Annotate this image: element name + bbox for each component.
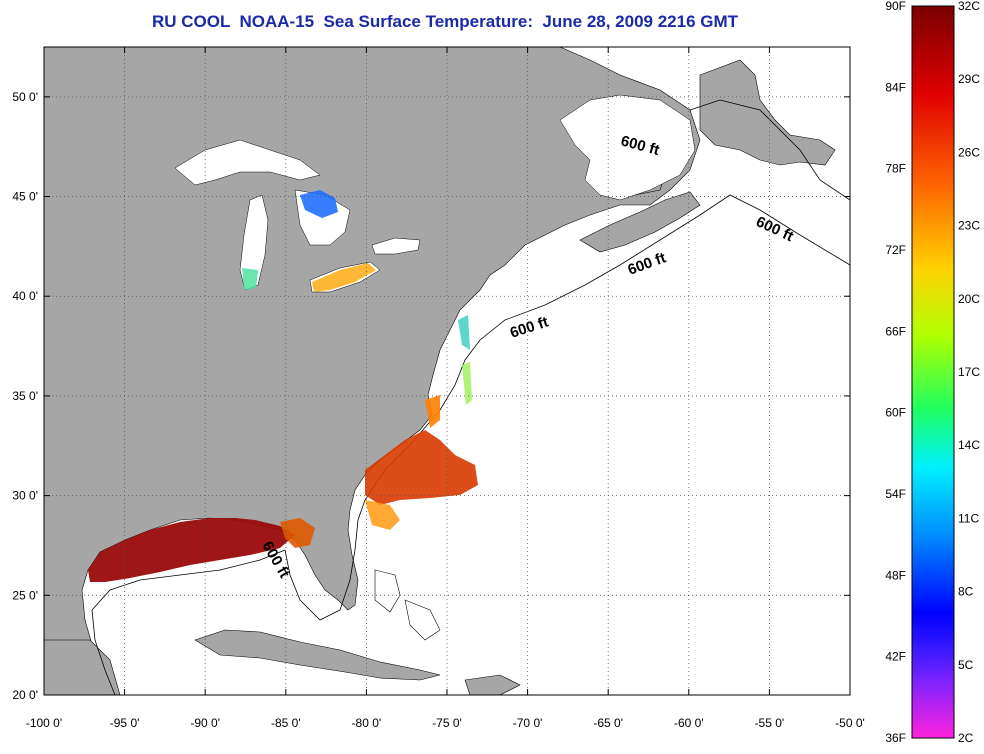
sst-lake-erie (312, 263, 376, 292)
longitude-label: -85 0' (271, 716, 301, 730)
colorbar-c-label: 32C (958, 0, 980, 13)
colorbar-c-label: 23C (958, 219, 980, 233)
longitude-label: -75 0' (432, 716, 462, 730)
colorbar-c-label: 11C (958, 511, 979, 525)
colorbar-f-label: 36F (885, 731, 906, 745)
sst-cape-hatteras (425, 395, 440, 428)
colorbar-c-label: 20C (958, 292, 980, 306)
colorbar-f-label: 90F (885, 0, 906, 13)
sst-mid-atlantic (458, 315, 470, 350)
latitude-label: 20 0' (12, 688, 38, 702)
colorbar-f-label: 42F (885, 650, 906, 664)
longitude-label: -60 0' (674, 716, 704, 730)
gulf-of-st-lawrence (559, 94, 696, 201)
sst-southeast-coast (365, 430, 478, 505)
colorbar-celsius-labels: 32C 29C 26C 23C 20C 17C 14C 11C 8C 5C 2C (958, 0, 980, 745)
longitude-label: -80 0' (352, 716, 382, 730)
colorbar-c-label: 26C (958, 145, 980, 159)
isobath-600ft (284, 194, 850, 621)
sst-lake-superior-east (300, 190, 338, 218)
latitude-label: 35 0' (12, 389, 38, 403)
sst-gulf-of-mexico (88, 518, 295, 582)
colorbar-f-label: 48F (885, 568, 906, 582)
colorbar-f-label: 66F (885, 324, 906, 338)
longitude-label: -65 0' (593, 716, 623, 730)
colorbar-f-label: 78F (885, 162, 906, 176)
sst-florida-panhandle (280, 518, 315, 548)
latitude-labels: 50 0' 45 0' 40 0' 35 0' 30 0' 25 0' 20 0' (12, 90, 38, 702)
latitude-label: 45 0' (12, 190, 38, 204)
map-title: RU COOL NOAA-15 Sea Surface Temperature:… (151, 12, 739, 31)
colorbar-fahrenheit-labels: 90F 84F 78F 72F 66F 60F 54F 48F 42F 36F (885, 0, 906, 745)
longitude-label: -95 0' (110, 716, 140, 730)
colorbar-f-label: 84F (885, 80, 906, 94)
land-yucatan (44, 639, 121, 695)
lake-ontario (371, 237, 421, 255)
colorbar-f-label: 72F (885, 243, 906, 257)
longitude-label: -100 0' (26, 716, 62, 730)
land-cuba (194, 629, 441, 681)
map-ticks (43, 47, 851, 696)
latitude-label: 25 0' (12, 588, 38, 602)
sst-virginia (462, 362, 472, 405)
colorbar-f-label: 54F (885, 487, 906, 501)
latitude-label: 30 0' (12, 489, 38, 503)
longitude-label: -50 0' (835, 716, 865, 730)
colorbar-c-label: 14C (958, 438, 980, 452)
colorbar-c-label: 5C (958, 658, 974, 672)
sst-lake-michigan-south (242, 268, 258, 290)
map-gridlines (44, 47, 850, 695)
longitude-label: -55 0' (755, 716, 785, 730)
land-newfoundland (699, 59, 836, 166)
colorbar-c-label: 17C (958, 365, 980, 379)
colorbar (911, 5, 955, 739)
colorbar-c-label: 2C (958, 731, 974, 745)
isobath-gulf (91, 549, 286, 695)
latitude-label: 50 0' (12, 90, 38, 104)
colorbar-c-label: 8C (958, 585, 974, 599)
longitude-labels: -100 0' -95 0' -90 0' -85 0' -80 0' -75 0' -70… (26, 716, 865, 730)
longitude-label: -90 0' (190, 716, 220, 730)
land-nova-scotia (579, 191, 701, 253)
longitude-label: -70 0' (513, 716, 543, 730)
colorbar-f-label: 60F (885, 406, 906, 420)
latitude-label: 40 0' (12, 289, 38, 303)
land-bahamas (374, 569, 441, 641)
lake-superior (174, 139, 321, 186)
isobath-newfoundland (689, 99, 850, 201)
land-hispaniola (464, 674, 521, 695)
lake-michigan (239, 194, 269, 291)
sst-southeast-south (365, 500, 400, 530)
colorbar-c-label: 29C (958, 72, 980, 86)
